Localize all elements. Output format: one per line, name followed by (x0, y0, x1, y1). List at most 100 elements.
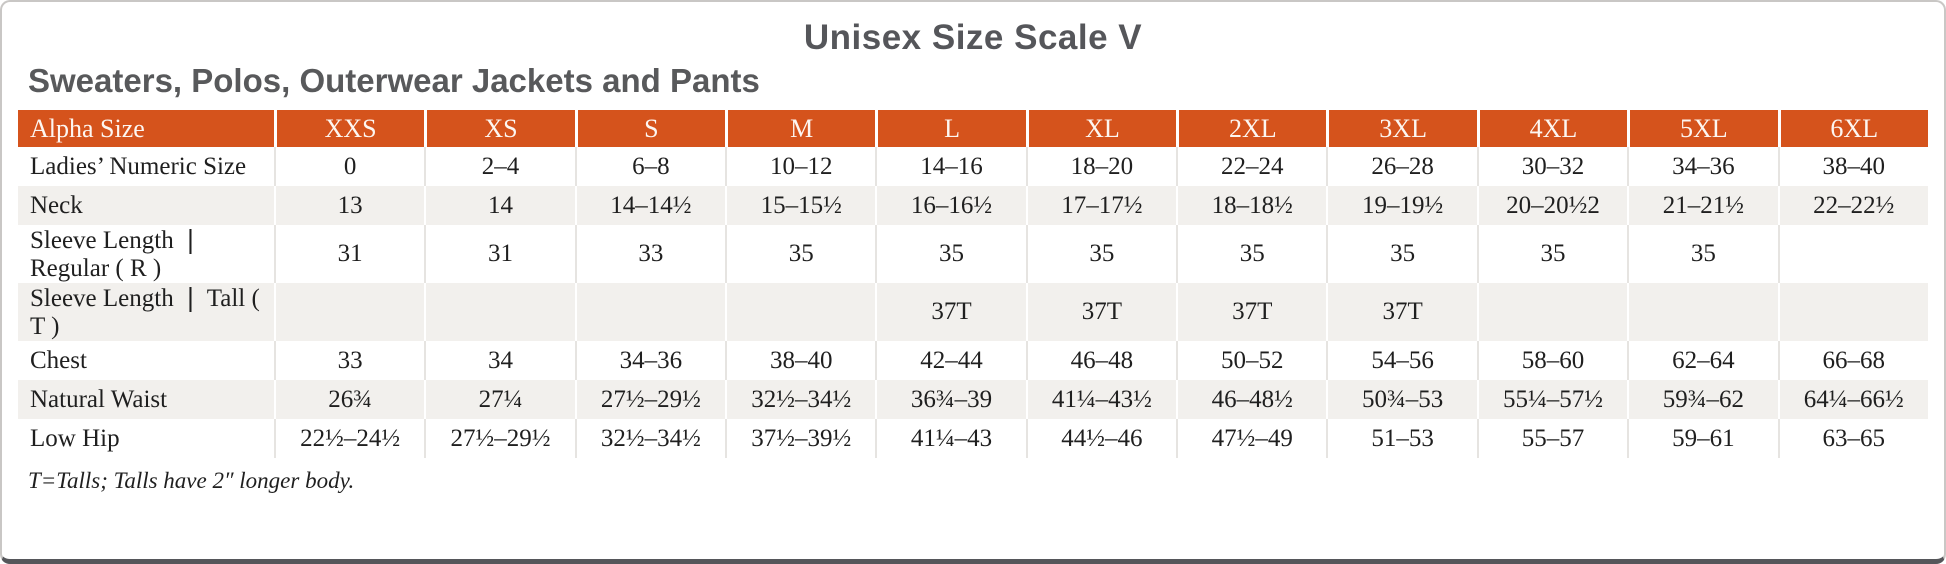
size-cell: 35 (875, 225, 1025, 283)
size-cell (273, 283, 424, 341)
size-cell: 33 (574, 225, 725, 283)
table-row: Ladies’ Numeric Size 0 2–4 6–8 10–12 14–16 18–… (18, 147, 1928, 186)
size-cell: 2–4 (424, 147, 574, 186)
size-cell: 41¼–43 (875, 419, 1025, 458)
size-cell: 26–28 (1326, 147, 1476, 186)
size-cell: 37½–39½ (725, 419, 875, 458)
size-cell (424, 283, 574, 341)
size-cell: 30–32 (1476, 147, 1627, 186)
size-cell: 35 (1025, 225, 1176, 283)
size-cell: 31 (273, 225, 424, 283)
size-cell: 64¼–66½ (1777, 380, 1928, 419)
size-cell: 22½–24½ (273, 419, 424, 458)
column-header: 4XL (1476, 110, 1628, 147)
size-cell: 59–61 (1627, 419, 1777, 458)
size-cell: 35 (1176, 225, 1326, 283)
size-cell: 6–8 (574, 147, 725, 186)
size-cell: 41¼–43½ (1025, 380, 1176, 419)
size-cell: 32½–34½ (574, 419, 725, 458)
size-table: Alpha Size XXS XS S M L XL 2XL 3XL 4XL 5XL 6XL Ladi… (18, 110, 1928, 458)
size-cell: 13 (273, 186, 424, 225)
table-row: Low Hip 22½–24½ 27½–29½ 32½–34½ 37½–39½ 41¼–4… (18, 419, 1928, 458)
size-cell: 37T (1025, 283, 1176, 341)
row-label: Chest (30, 346, 87, 374)
size-cell: 18–20 (1025, 147, 1176, 186)
footnote: T=Talls; Talls have 2″ longer body. (28, 468, 355, 493)
column-header: XL (1025, 110, 1177, 147)
size-cell: 51–53 (1326, 419, 1476, 458)
table-row: Sleeve Length ❘ Regular ( R ) 31 31 33 35 35 3… (18, 225, 1928, 283)
size-cell: 31 (424, 225, 574, 283)
size-cell: 15–15½ (725, 186, 875, 225)
row-label: Neck (30, 191, 83, 219)
size-cell: 27½–29½ (574, 380, 725, 419)
size-cell: 42–44 (875, 341, 1025, 380)
size-cell (1777, 283, 1928, 341)
size-cell: 20–20½2 (1476, 186, 1627, 225)
size-cell: 14–14½ (574, 186, 725, 225)
size-cell: 18–18½ (1176, 186, 1326, 225)
size-cell: 35 (1627, 225, 1777, 283)
size-cell: 50–52 (1176, 341, 1326, 380)
column-header: XXS (273, 110, 425, 147)
size-cell: 27¼ (424, 380, 574, 419)
size-cell (1627, 283, 1777, 341)
row-label: Natural Waist (30, 385, 168, 413)
column-header: 3XL (1326, 110, 1477, 147)
size-cell: 22–22½ (1777, 186, 1928, 225)
table-row: Chest 33 34 34–36 38–40 42–44 46–48 50–52 54–56 5… (18, 341, 1928, 380)
size-cell: 14–16 (875, 147, 1025, 186)
size-cell: 55¼–57½ (1476, 380, 1627, 419)
size-cell: 35 (1476, 225, 1627, 283)
size-cell: 36¾–39 (875, 380, 1025, 419)
column-header: L (875, 110, 1026, 147)
row-label: Sleeve Length ❘ Tall ( T ) (30, 285, 260, 340)
column-header: 2XL (1176, 110, 1327, 147)
column-header: 5XL (1627, 110, 1778, 147)
column-header: S (574, 110, 726, 147)
size-cell (574, 283, 725, 341)
column-header: XS (424, 110, 575, 147)
size-cell: 59¾–62 (1627, 380, 1777, 419)
size-cell: 54–56 (1326, 341, 1476, 380)
size-cell: 35 (725, 225, 875, 283)
table-row: Sleeve Length ❘ Tall ( T ) 37T 37T 37T 37T (18, 283, 1928, 341)
size-cell: 32½–34½ (725, 380, 875, 419)
size-cell: 14 (424, 186, 574, 225)
size-cell: 26¾ (273, 380, 424, 419)
column-header: 6XL (1777, 110, 1928, 147)
size-cell: 34–36 (1627, 147, 1777, 186)
size-cell (1476, 283, 1627, 341)
size-cell: 38–40 (1777, 147, 1928, 186)
row-label: Low Hip (30, 424, 120, 452)
size-cell (1777, 225, 1928, 283)
size-cell: 22–24 (1176, 147, 1326, 186)
row-label: Sleeve Length ❘ Regular ( R ) (30, 227, 201, 282)
table-header-row: Alpha Size XXS XS S M L XL 2XL 3XL 4XL 5XL 6XL (18, 110, 1928, 147)
size-cell (725, 283, 875, 341)
size-cell: 34 (424, 341, 574, 380)
table-body: Ladies’ Numeric Size 0 2–4 6–8 10–12 14–16 18–… (18, 147, 1928, 458)
size-cell: 55–57 (1476, 419, 1627, 458)
size-cell: 33 (273, 341, 424, 380)
size-cell: 0 (273, 147, 424, 186)
page-subtitle: Sweaters, Polos, Outerwear Jackets and P… (28, 62, 760, 99)
size-cell: 17–17½ (1025, 186, 1176, 225)
size-cell: 58–60 (1476, 341, 1627, 380)
size-cell: 37T (875, 283, 1025, 341)
size-cell: 46–48½ (1176, 380, 1326, 419)
size-cell: 27½–29½ (424, 419, 574, 458)
page-title: Unisex Size Scale V (803, 18, 1143, 57)
size-cell: 47½–49 (1176, 419, 1326, 458)
column-header: M (725, 110, 876, 147)
size-cell: 21–21½ (1627, 186, 1777, 225)
size-cell: 50¾–53 (1326, 380, 1476, 419)
size-cell: 46–48 (1025, 341, 1176, 380)
table-row: Neck 13 14 14–14½ 15–15½ 16–16½ 17–17½ 18–18½ 19… (18, 186, 1928, 225)
size-cell: 44½–46 (1025, 419, 1176, 458)
size-cell: 62–64 (1627, 341, 1777, 380)
table-header: Alpha Size XXS XS S M L XL 2XL 3XL 4XL 5XL 6XL (18, 110, 1928, 147)
row-label: Ladies’ Numeric Size (30, 152, 247, 180)
size-cell: 34–36 (574, 341, 725, 380)
